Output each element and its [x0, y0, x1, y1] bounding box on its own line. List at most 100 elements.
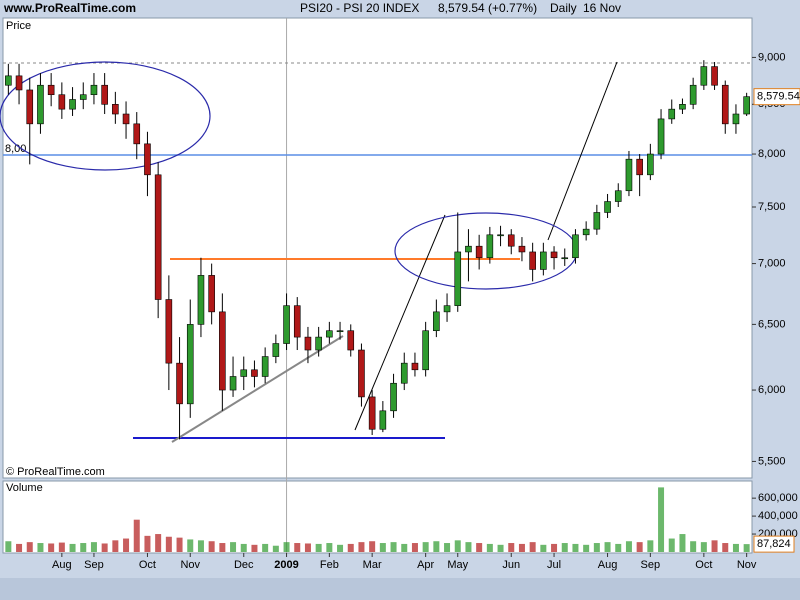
- annotation: 8,00: [5, 143, 26, 155]
- volume-bar: [187, 539, 194, 552]
- volume-bar: [636, 542, 643, 552]
- candle-body: [465, 245, 472, 253]
- volume-bar: [197, 540, 204, 552]
- volume-bar: [593, 543, 600, 552]
- quote: 8,579.54 (+0.77%): [438, 1, 537, 15]
- candle-body: [272, 343, 280, 357]
- candle-body: [336, 330, 344, 333]
- volume-bar: [262, 543, 269, 552]
- x-tick-label: Sep: [84, 559, 104, 571]
- candle-body: [689, 84, 697, 105]
- candle-body: [700, 66, 708, 86]
- y-tick-label: 7,000: [758, 257, 786, 269]
- volume-bar: [732, 543, 739, 552]
- candle-body: [229, 376, 237, 391]
- candle-body: [732, 113, 740, 125]
- x-tick-label: Sep: [641, 559, 661, 571]
- y-tick-label: 400,000: [758, 510, 798, 522]
- volume-bar: [240, 543, 247, 552]
- volume-bar: [743, 544, 750, 552]
- volume-bar: [337, 544, 344, 552]
- volume-bar: [497, 544, 504, 552]
- volume-bar: [551, 543, 558, 552]
- candle-body: [657, 118, 665, 155]
- candle-body: [540, 251, 547, 270]
- x-tick-label: Jun: [502, 559, 520, 571]
- candle-body: [261, 356, 269, 377]
- x-tick-label: Aug: [52, 559, 72, 571]
- candle-body: [743, 96, 750, 115]
- candle-body: [112, 104, 119, 115]
- candle-body: [37, 84, 44, 125]
- volume-bar: [615, 543, 622, 552]
- volume-bar: [251, 544, 258, 552]
- volume-bar: [294, 543, 301, 552]
- trend-line: [171, 335, 344, 443]
- volume-bar: [69, 543, 76, 552]
- volume-bar: [583, 544, 590, 552]
- volume-bar: [625, 541, 632, 552]
- volume-bar: [454, 540, 461, 552]
- volume-bar: [326, 543, 333, 552]
- volume-bar: [379, 543, 386, 552]
- volume-bar: [176, 537, 183, 552]
- candle-body: [647, 153, 654, 176]
- y-tick-label: 6,000: [758, 384, 786, 396]
- candle-body: [154, 174, 162, 300]
- candle-body: [593, 212, 601, 230]
- y-tick-label: 8,000: [758, 148, 786, 160]
- volume-bar: [155, 534, 162, 552]
- candle-body: [497, 234, 504, 237]
- volume-bar: [668, 538, 675, 552]
- candle-body: [5, 75, 12, 86]
- candle-body: [69, 99, 76, 110]
- candle-body: [443, 305, 451, 313]
- candle-body: [390, 382, 397, 412]
- price-panel: [2, 17, 753, 479]
- candle-body: [422, 330, 429, 371]
- candle-body: [475, 245, 483, 259]
- volume-bar: [48, 543, 55, 552]
- candle-body: [165, 299, 173, 364]
- volume-bar: [658, 487, 665, 552]
- volume-bar: [647, 540, 654, 552]
- copyright: © ProRealTime.com: [6, 466, 105, 478]
- candle-body: [219, 311, 226, 391]
- volume-bar: [315, 543, 322, 552]
- volume-bar: [219, 543, 226, 552]
- volume-bar: [358, 542, 365, 552]
- volume-bar: [444, 543, 451, 552]
- candle-body: [101, 84, 108, 105]
- y-tick-label: 7,500: [758, 201, 786, 213]
- candle-body: [47, 84, 55, 96]
- candle-body: [518, 245, 526, 253]
- trend-line: [547, 61, 618, 241]
- x-tick-label: Nov: [737, 559, 757, 571]
- volume-bar: [529, 542, 536, 552]
- candle-body: [636, 158, 643, 176]
- volume-bar: [518, 543, 525, 552]
- candle-body: [368, 396, 376, 430]
- candle-body: [208, 275, 215, 313]
- x-tick-label: Oct: [695, 559, 712, 571]
- x-tick-label: Apr: [417, 559, 434, 571]
- x-tick-label: Jul: [547, 559, 561, 571]
- candle-body: [604, 201, 611, 213]
- volume-bar: [58, 542, 65, 552]
- volume-bar: [80, 543, 87, 552]
- trend-line: [354, 214, 446, 431]
- candle-body: [358, 349, 365, 398]
- candle-body: [433, 311, 440, 332]
- candle-body: [251, 369, 258, 377]
- volume-bar: [304, 543, 311, 552]
- volume-bar: [411, 543, 418, 552]
- candle-body: [411, 362, 419, 371]
- x-tick-label: Aug: [598, 559, 618, 571]
- candle-body: [293, 305, 301, 338]
- volume-bar: [711, 540, 718, 552]
- volume-bar: [283, 542, 290, 552]
- x-tick-label: Mar: [363, 559, 382, 571]
- volume-bar: [5, 541, 12, 552]
- volume-bar: [144, 535, 151, 552]
